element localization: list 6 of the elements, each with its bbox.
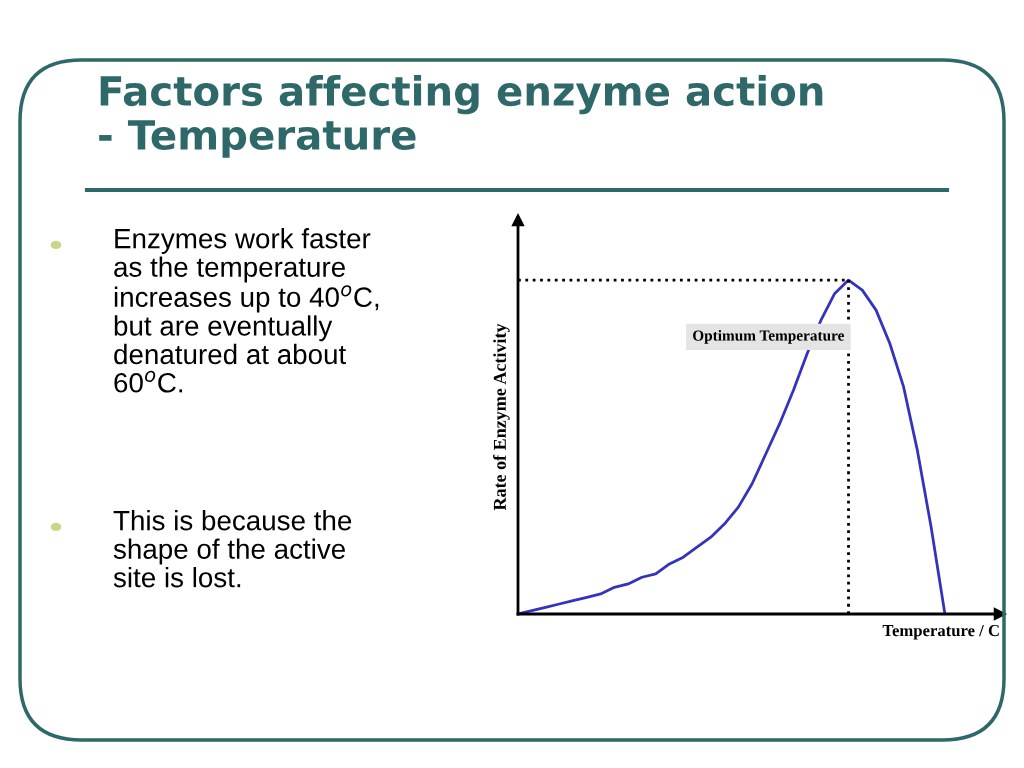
text: This is because the shape of the active site is lost. (113, 510, 352, 588)
chart-title: Factors affecting enzyme action - Temperature (99, 75, 823, 158)
annotation: Optimum Temperature (693, 329, 844, 344)
y-axis-title: Rate of Enzyme Activity (493, 323, 510, 511)
x-axis-title: Temperature / C (882, 624, 999, 640)
text: Enzymes work faster as the temperature increases up to 40$^{o}$C, but are eventually denatured at about 60$^{o}$C. (114, 228, 379, 393)
